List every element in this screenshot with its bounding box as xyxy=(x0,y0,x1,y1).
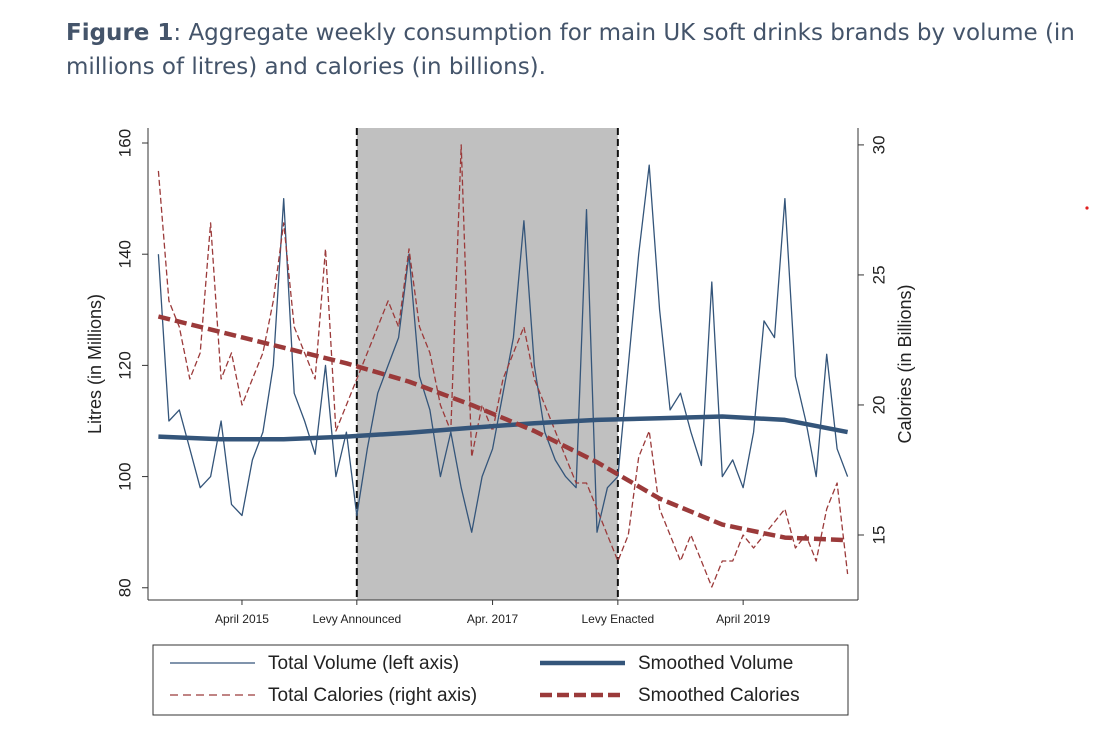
legend-label: Smoothed Calories xyxy=(638,685,800,706)
y2-tick-label: 30 xyxy=(869,135,888,154)
y-tick-label: 100 xyxy=(115,462,134,490)
chart-title: Figure 1: Aggregate weekly consumption f… xyxy=(66,16,1076,84)
title-text: : Aggregate weekly consumption for main … xyxy=(66,20,1075,80)
x-tick-label: Levy Announced xyxy=(312,612,401,626)
title-label: Figure 1 xyxy=(66,20,174,46)
series-line xyxy=(158,414,849,442)
x-tick-label: Apr. 2017 xyxy=(467,612,519,626)
y-tick-label: 160 xyxy=(115,129,134,157)
y2-tick-label: 20 xyxy=(869,395,888,414)
y-tick-label: 80 xyxy=(115,578,134,597)
series-line xyxy=(157,314,848,543)
x-tick-label: April 2015 xyxy=(215,612,269,626)
y2-tick-label: 15 xyxy=(869,526,888,545)
legend-label: Total Volume (left axis) xyxy=(268,653,459,674)
legend-box xyxy=(152,644,849,716)
y2-axis-label: Calories (in Billions) xyxy=(895,284,915,443)
y2-tick-label: 25 xyxy=(869,265,888,284)
series-line xyxy=(157,164,849,533)
stray-dot xyxy=(1085,206,1089,210)
y-tick-label: 120 xyxy=(115,351,134,379)
y-tick-label: 140 xyxy=(115,240,134,268)
shaded-period xyxy=(356,128,618,600)
x-tick-label: Levy Enacted xyxy=(581,612,654,626)
legend-label: Total Calories (right axis) xyxy=(268,685,477,706)
legend-label: Smoothed Volume xyxy=(638,653,793,674)
y-axis-label: Litres (in Millions) xyxy=(85,294,105,434)
x-tick-label: April 2019 xyxy=(716,612,770,626)
series-line xyxy=(157,144,849,588)
